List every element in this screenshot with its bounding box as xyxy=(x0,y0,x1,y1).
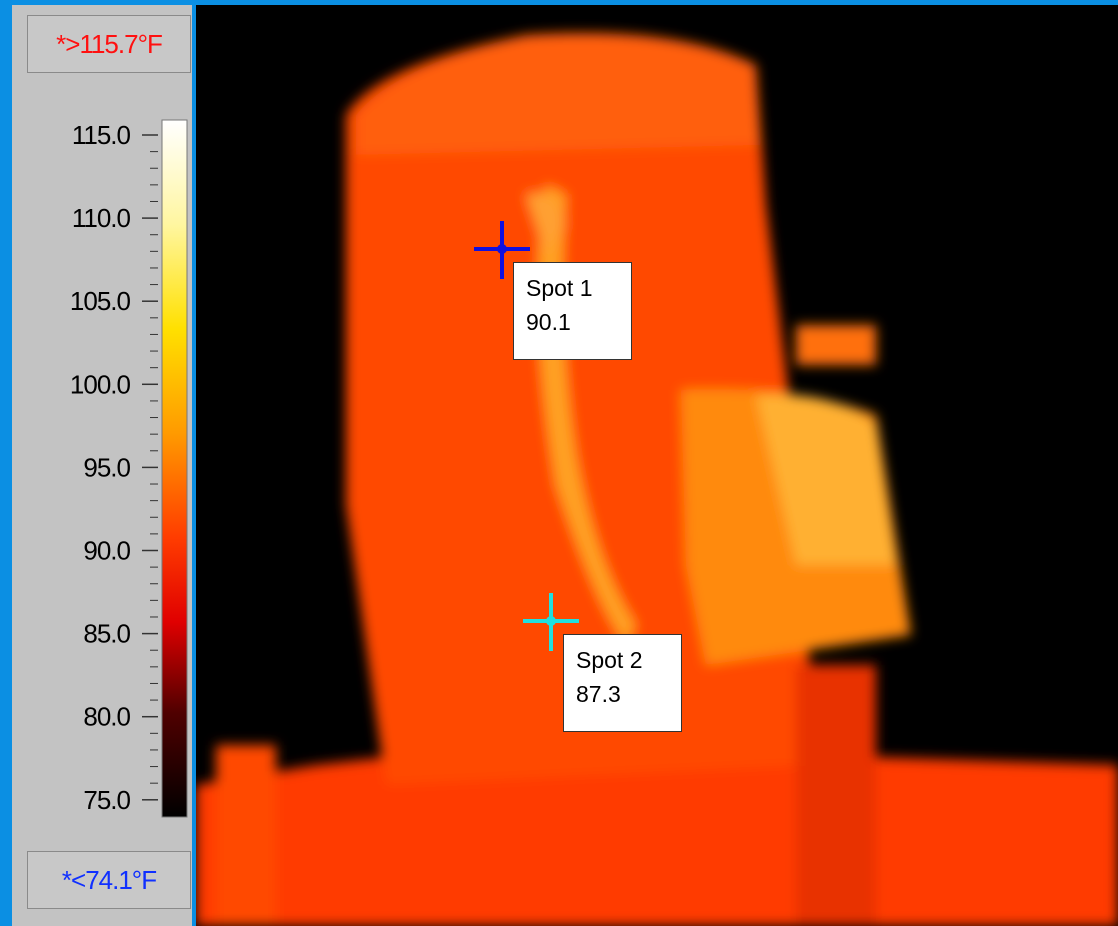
spot-label: Spot 1 90.1 xyxy=(513,262,632,360)
spot-markers xyxy=(0,0,1118,926)
spot-value: 87.3 xyxy=(576,677,669,711)
thermal-viewer: *>115.7°F 115.0110.0105.0100.095.090.085… xyxy=(0,0,1118,926)
spot-label: Spot 2 87.3 xyxy=(563,634,682,732)
spot-value: 90.1 xyxy=(526,305,619,339)
spot-name: Spot 2 xyxy=(576,643,669,677)
spot-name: Spot 1 xyxy=(526,271,619,305)
